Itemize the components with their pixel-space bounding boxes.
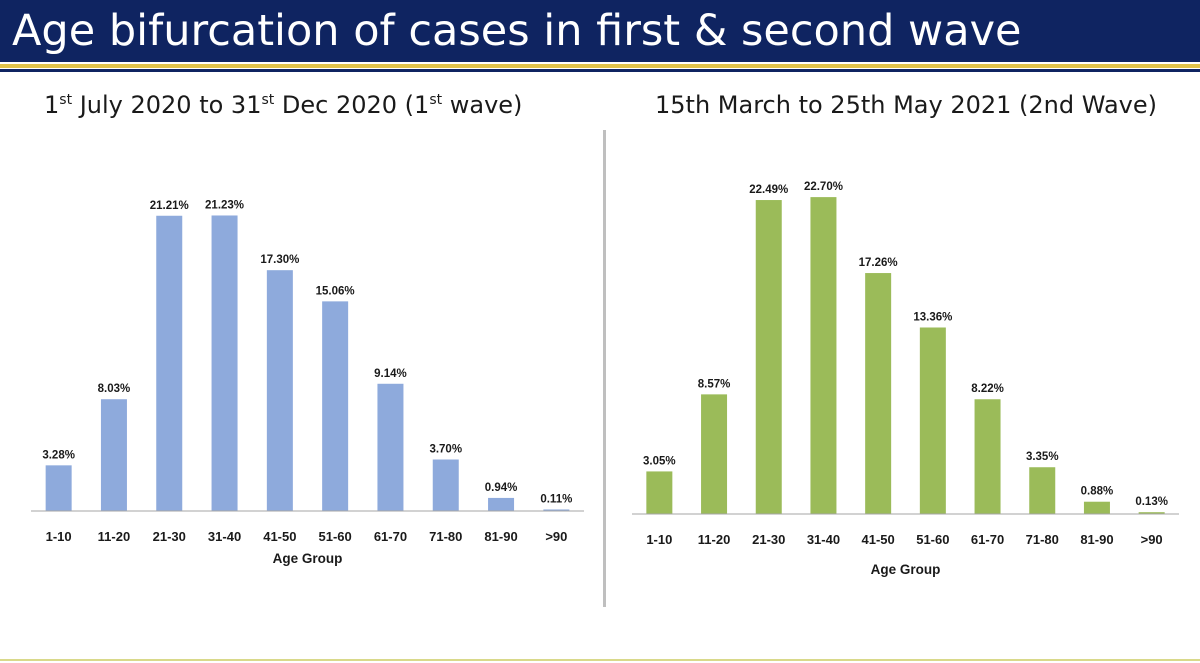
x-tick-label: 51-60 — [916, 532, 949, 547]
footer-line — [0, 659, 1200, 661]
x-tick-label: 41-50 — [263, 529, 296, 544]
title-bar: Age bifurcation of cases in first & seco… — [0, 0, 1200, 62]
data-label: 22.70% — [804, 181, 843, 193]
bar-chart-wave1: 3.28% 1-10 8.03% 11-20 21.21% 21-30 21.23% 31-4… — [31, 199, 584, 566]
bar — [755, 200, 782, 514]
x-tick-label: 81-90 — [484, 529, 517, 544]
x-tick-label: 11-20 — [698, 532, 731, 547]
bar — [810, 197, 837, 514]
data-label: 3.35% — [1026, 451, 1059, 463]
data-label: 17.26% — [859, 257, 898, 269]
data-label: 22.49% — [749, 184, 788, 196]
x-tick-label: 11-20 — [98, 529, 131, 544]
panel-divider — [603, 130, 606, 607]
chart-title-wave2: 15th March to 25th May 2021 (2nd Wave) — [655, 91, 1157, 119]
x-axis-title: Age Group — [871, 562, 941, 577]
chart-marks: 3.05% 1-10 8.57% 11-20 22.49% 21-30 22.70% 31-4… — [632, 181, 1179, 577]
data-label: 8.03% — [98, 383, 131, 395]
bar — [211, 215, 238, 511]
chart-title-wave1: 1st July 2020 to 31st Dec 2020 (1st wave… — [44, 91, 523, 119]
x-tick-label: 61-70 — [374, 529, 407, 544]
data-label: 15.06% — [316, 285, 355, 297]
data-label: 0.94% — [485, 482, 518, 494]
x-tick-label: 21-30 — [752, 532, 785, 547]
data-label: 13.36% — [913, 311, 952, 323]
x-tick-label: 41-50 — [862, 532, 895, 547]
data-label: 0.11% — [540, 493, 572, 505]
chart-marks: 3.28% 1-10 8.03% 11-20 21.21% 21-30 21.23% 31-4… — [31, 199, 584, 566]
x-tick-label: 81-90 — [1080, 532, 1113, 547]
data-label: 3.70% — [429, 443, 462, 455]
bar — [266, 270, 293, 511]
data-label: 8.57% — [698, 378, 731, 390]
bar — [156, 215, 183, 511]
data-label: 0.88% — [1081, 486, 1114, 498]
bar — [377, 383, 404, 511]
x-tick-label: 51-60 — [319, 529, 352, 544]
x-tick-label: 61-70 — [971, 532, 1004, 547]
x-tick-label: 1-10 — [646, 532, 672, 547]
x-tick-label: >90 — [1141, 532, 1163, 547]
x-tick-label: 1-10 — [46, 529, 72, 544]
x-tick-label: >90 — [545, 529, 567, 544]
accent-line-secondary — [0, 69, 1200, 72]
bar — [488, 497, 515, 511]
bar — [1029, 467, 1056, 514]
bar — [1083, 501, 1110, 514]
data-label: 8.22% — [971, 383, 1004, 395]
x-tick-label: 21-30 — [153, 529, 186, 544]
bar — [701, 394, 728, 514]
bar-chart-wave2: 3.05% 1-10 8.57% 11-20 22.49% 21-30 22.70% 31-4… — [632, 181, 1179, 577]
bar — [322, 301, 349, 511]
data-label: 21.21% — [150, 200, 189, 212]
bar — [45, 465, 72, 511]
bar — [865, 273, 892, 514]
x-tick-label: 71-80 — [1026, 532, 1059, 547]
data-label: 9.14% — [374, 368, 407, 380]
bar — [100, 399, 127, 511]
bar — [1138, 512, 1165, 514]
data-label: 21.23% — [205, 199, 244, 211]
data-label: 17.30% — [260, 254, 299, 266]
page-title: Age bifurcation of cases in first & seco… — [12, 6, 1022, 56]
accent-line — [0, 64, 1200, 68]
data-label: 3.28% — [42, 449, 75, 461]
bar — [432, 459, 459, 511]
x-tick-label: 31-40 — [208, 529, 241, 544]
x-tick-label: 71-80 — [429, 529, 462, 544]
data-label: 0.13% — [1135, 496, 1168, 508]
x-axis-title: Age Group — [273, 551, 343, 566]
bar — [919, 327, 946, 514]
x-tick-label: 31-40 — [807, 532, 840, 547]
bar — [974, 399, 1001, 514]
data-label: 3.05% — [643, 455, 676, 467]
bar — [646, 471, 673, 514]
bar — [543, 509, 570, 511]
